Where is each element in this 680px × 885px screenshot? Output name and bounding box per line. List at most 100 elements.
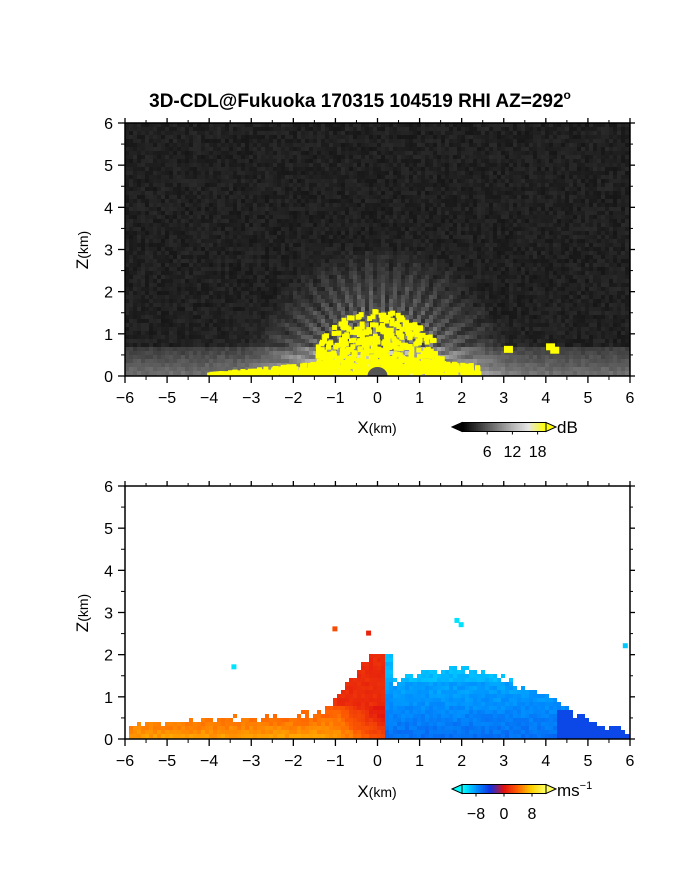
intensity-cell bbox=[273, 315, 277, 319]
intensity-cell bbox=[201, 135, 205, 139]
intensity-cell bbox=[285, 179, 289, 183]
intensity-cell bbox=[321, 159, 325, 163]
intensity-cell bbox=[389, 219, 393, 223]
intensity-cell bbox=[397, 199, 401, 203]
intensity-cell bbox=[313, 255, 317, 259]
intensity-cell bbox=[409, 143, 413, 147]
intensity-cell bbox=[361, 123, 365, 127]
intensity-cell bbox=[141, 287, 145, 291]
intensity-cell bbox=[317, 155, 321, 159]
intensity-cell bbox=[253, 219, 257, 223]
intensity-cell bbox=[329, 159, 333, 163]
intensity-cell bbox=[397, 259, 401, 263]
intensity-cell bbox=[293, 207, 297, 211]
intensity-cell bbox=[145, 151, 149, 155]
intensity-cell bbox=[137, 283, 141, 287]
intensity-cell bbox=[217, 143, 221, 147]
intensity-cell bbox=[265, 307, 269, 311]
intensity-cell bbox=[197, 271, 201, 275]
intensity-cell bbox=[409, 135, 413, 139]
intensity-cell bbox=[345, 203, 349, 207]
intensity-cell bbox=[237, 151, 241, 155]
intensity-cell bbox=[165, 295, 169, 299]
intensity-cell bbox=[313, 343, 317, 347]
intensity-cell bbox=[173, 191, 177, 195]
intensity-cell bbox=[125, 187, 129, 191]
intensity-cell bbox=[169, 259, 173, 263]
intensity-cell bbox=[421, 131, 425, 135]
intensity-cell bbox=[177, 167, 181, 171]
intensity-cell bbox=[249, 227, 253, 231]
intensity-cell bbox=[417, 299, 421, 303]
intensity-cell bbox=[381, 155, 385, 159]
intensity-cell bbox=[297, 147, 301, 151]
intensity-cell bbox=[405, 339, 409, 343]
intensity-cell bbox=[129, 283, 133, 287]
intensity-cell bbox=[181, 371, 185, 375]
intensity-cell bbox=[341, 167, 345, 171]
intensity-cell bbox=[197, 127, 201, 131]
intensity-cell bbox=[249, 339, 253, 343]
intensity-cell bbox=[137, 323, 141, 327]
intensity-cell bbox=[157, 223, 161, 227]
intensity-cell bbox=[353, 127, 357, 131]
intensity-cell bbox=[149, 207, 153, 211]
intensity-cell bbox=[177, 199, 181, 203]
intensity-cell bbox=[365, 259, 369, 263]
intensity-cell bbox=[305, 343, 309, 347]
intensity-cell bbox=[401, 219, 405, 223]
intensity-cell bbox=[149, 331, 153, 335]
intensity-cell bbox=[429, 127, 433, 131]
intensity-cell bbox=[269, 187, 273, 191]
intensity-cell bbox=[201, 155, 205, 159]
intensity-cell bbox=[229, 139, 233, 143]
intensity-cell bbox=[377, 175, 381, 179]
intensity-cell bbox=[157, 363, 161, 367]
intensity-cell bbox=[161, 227, 165, 231]
intensity-cell bbox=[381, 247, 385, 251]
intensity-cell bbox=[309, 247, 313, 251]
intensity-cell bbox=[309, 167, 313, 171]
intensity-cell bbox=[233, 363, 237, 367]
intensity-cell bbox=[285, 315, 289, 319]
intensity-cell bbox=[277, 243, 281, 247]
intensity-cell bbox=[261, 187, 265, 191]
intensity-cell bbox=[329, 335, 333, 339]
intensity-cell bbox=[313, 295, 317, 299]
intensity-cell bbox=[273, 147, 277, 151]
intensity-cell bbox=[285, 155, 289, 159]
intensity-cell bbox=[161, 219, 165, 223]
intensity-cell bbox=[233, 291, 237, 295]
intensity-cell bbox=[341, 271, 345, 275]
intensity-cell bbox=[285, 275, 289, 279]
intensity-cell bbox=[401, 147, 405, 151]
intensity-cell bbox=[145, 291, 149, 295]
intensity-cell bbox=[169, 143, 173, 147]
intensity-cell bbox=[229, 367, 233, 371]
intensity-cell bbox=[249, 343, 253, 347]
intensity-cell bbox=[385, 211, 389, 215]
intensity-cell bbox=[201, 131, 205, 135]
intensity-cell bbox=[193, 291, 197, 295]
intensity-cell bbox=[177, 147, 181, 151]
intensity-cell bbox=[341, 311, 345, 315]
intensity-cell bbox=[129, 339, 133, 343]
intensity-cell bbox=[225, 311, 229, 315]
intensity-cell bbox=[257, 271, 261, 275]
intensity-cell bbox=[357, 231, 361, 235]
intensity-cell bbox=[389, 267, 393, 271]
intensity-cell bbox=[429, 183, 433, 187]
intensity-cell bbox=[241, 331, 245, 335]
intensity-cell bbox=[153, 331, 157, 335]
intensity-cell bbox=[209, 183, 213, 187]
intensity-cell bbox=[293, 187, 297, 191]
intensity-cell bbox=[377, 303, 381, 307]
intensity-cell bbox=[421, 147, 425, 151]
intensity-cell bbox=[253, 211, 257, 215]
intensity-cell bbox=[209, 335, 213, 339]
intensity-cell bbox=[205, 247, 209, 251]
intensity-cell bbox=[401, 195, 405, 199]
intensity-cell bbox=[153, 151, 157, 155]
intensity-cell bbox=[337, 243, 341, 247]
intensity-cell bbox=[165, 207, 169, 211]
